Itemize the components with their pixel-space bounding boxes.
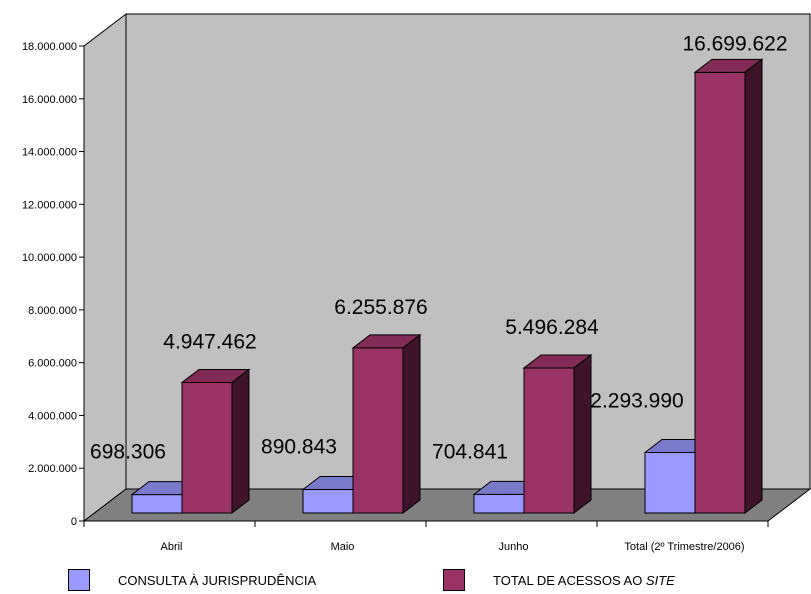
bar-consulta [131,494,183,514]
data-label-consulta: 698.306 [90,441,166,464]
legend-label-total: TOTAL DE ACESSOS AO SITE [493,573,675,588]
x-tick-label: Maio [331,541,355,553]
legend-swatch-total [443,569,465,591]
legend-item-consulta: CONSULTA À JURISPRUDÊNCIA [68,569,316,591]
y-tick-label: 18.000.000 [22,41,77,53]
bar-total [694,71,746,514]
x-tick-label: Total (2º Trimestre/2006) [624,541,744,553]
bar-side [573,353,592,515]
y-tick-label: 12.000.000 [22,199,77,211]
y-axis: 0 2.000.000 4.000.000 6.000.000 8.000.000 10.… [22,41,85,528]
y-tick-label: 8.000.000 [28,305,77,317]
bars [130,58,764,515]
bar-consulta [473,493,525,514]
legend-label-consulta: CONSULTA À JURISPRUDÊNCIA [118,572,317,588]
bar-consulta [302,488,354,514]
legend-item-total: TOTAL DE ACESSOS AO SITE [443,569,675,591]
y-tick-label: 2.000.000 [28,463,77,475]
legend-label-total-prefix: TOTAL DE ACESSOS AO [493,572,646,588]
bar-consulta [644,451,696,514]
y-tick-label: 6.000.000 [28,358,77,370]
legend-label-total-italic: SITE [645,572,675,588]
legend-swatch-consulta [68,569,90,591]
y-tick-label: 14.000.000 [22,147,77,159]
x-tick-label: Junho [499,541,529,553]
bar-side [231,368,250,515]
y-tick-label: 10.000.000 [22,252,77,264]
y-tick-label: 0 [71,516,77,528]
bar-side [744,58,763,515]
data-label-consulta: 704.841 [432,440,508,463]
bar-total [352,347,404,514]
bar-side [402,333,421,515]
data-label-total: 4.947.462 [163,330,256,353]
data-label-total: 5.496.284 [505,316,599,339]
bar-total [181,381,233,514]
bar-total [523,367,575,514]
y-tick-label: 4.000.000 [28,410,77,422]
data-label-consulta: 2.293.990 [590,389,683,412]
data-labels: 698.306 4.947.462 890.843 6.255.876 704.841 5… [90,32,788,463]
data-label-total: 16.699.622 [682,32,787,55]
data-label-total: 6.255.876 [334,296,427,319]
data-label-consulta: 890.843 [261,435,337,458]
y-tick-label: 16.000.000 [22,94,77,106]
x-axis: Abril Maio Junho Total (2º Trimestre/2006) [83,520,769,553]
x-tick-label: Abril [160,541,182,553]
